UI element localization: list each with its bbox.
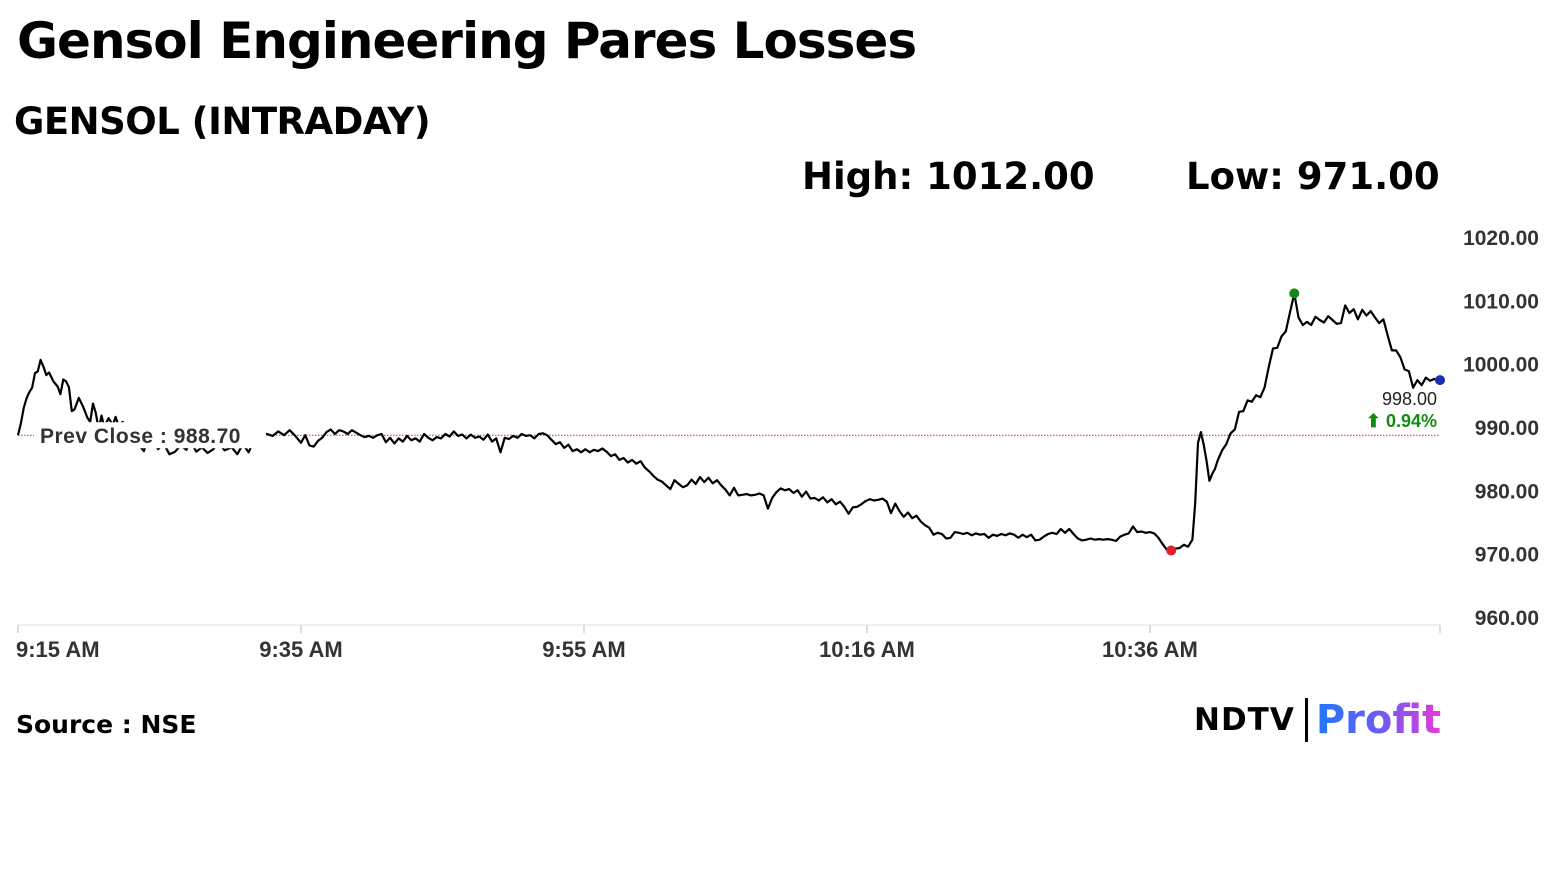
- change-percent-label: ⬆ 0.94%: [1366, 411, 1437, 431]
- y-tick-label: 980.00: [1475, 480, 1539, 503]
- headline: Gensol Engineering Pares Losses: [17, 12, 917, 70]
- ndtv-profit-logo: NDTV Profit: [1194, 696, 1441, 744]
- x-tick-label: 10:36 AM: [1102, 637, 1198, 662]
- last-price-label: 998.00: [1382, 389, 1437, 409]
- logo-divider: [1304, 698, 1308, 742]
- prev-close-label-bg: [34, 422, 266, 449]
- prev-close-label: Prev Close : 988.70: [40, 425, 241, 448]
- y-tick-label: 1010.00: [1463, 290, 1539, 313]
- y-tick-label: 1020.00: [1463, 227, 1539, 250]
- last-price-marker: [1435, 375, 1445, 386]
- price-chart: 9:15 AM 9:35 AM 9:55 AM 10:16 AM 10:36 AM 102…: [16, 227, 1539, 662]
- x-tick-label: 9:55 AM: [542, 637, 626, 662]
- low-marker: [1166, 545, 1177, 556]
- logo-ndtv-text: NDTV: [1194, 702, 1295, 738]
- low-stat: Low: 971.00: [1186, 155, 1440, 198]
- x-tick-label: 9:35 AM: [259, 637, 343, 662]
- y-tick-label: 970.00: [1475, 544, 1539, 567]
- y-tick-label: 960.00: [1475, 607, 1539, 630]
- high-marker: [1289, 288, 1300, 299]
- high-stat: High: 1012.00: [802, 155, 1095, 198]
- x-tick-label: 9:15 AM: [16, 637, 100, 662]
- chart-subtitle: GENSOL (INTRADAY): [14, 100, 431, 143]
- price-line: [16, 292, 1441, 552]
- source-note: Source : NSE: [16, 710, 197, 739]
- y-tick-label: 990.00: [1475, 417, 1539, 440]
- logo-profit-text: Profit: [1315, 697, 1442, 743]
- y-tick-label: 1000.00: [1463, 354, 1539, 377]
- x-tick-label: 10:16 AM: [819, 637, 915, 662]
